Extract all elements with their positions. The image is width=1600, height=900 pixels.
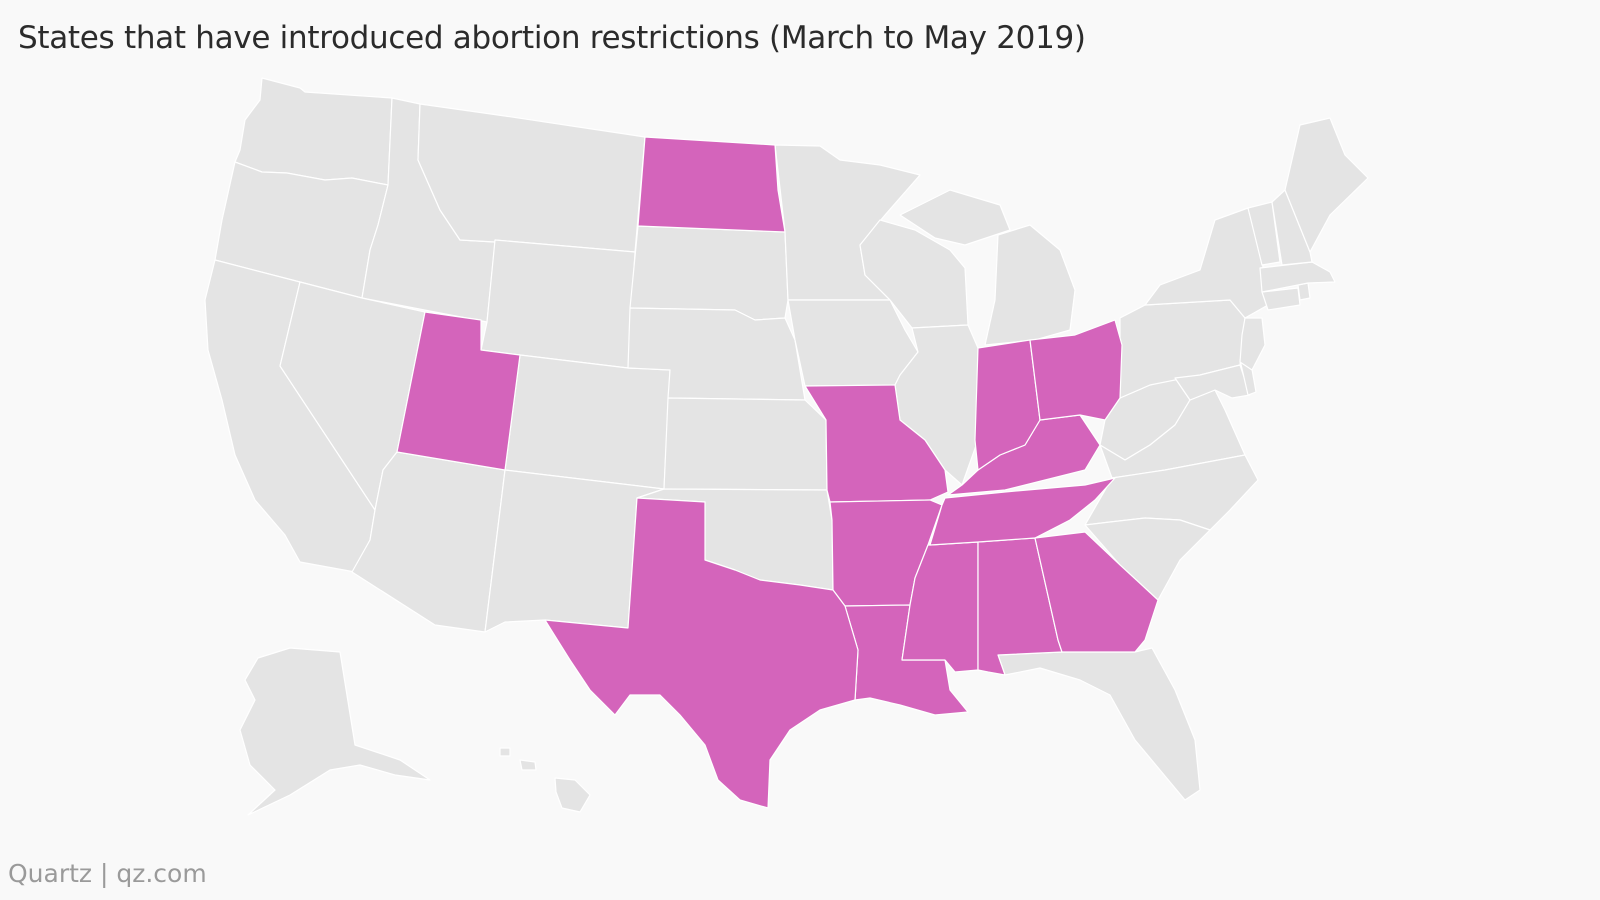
state-new-jersey[interactable] bbox=[1239, 317, 1266, 371]
state-georgia[interactable] bbox=[1034, 531, 1159, 653]
state-wisconsin[interactable] bbox=[859, 219, 969, 329]
state-north-dakota[interactable] bbox=[637, 136, 786, 233]
source-credit: Quartz | qz.com bbox=[8, 859, 207, 888]
state-maryland[interactable] bbox=[1174, 364, 1251, 401]
state-colorado[interactable] bbox=[504, 354, 671, 490]
state-ohio[interactable] bbox=[1029, 319, 1123, 421]
state-new-york[interactable] bbox=[1144, 207, 1269, 319]
state-connecticut[interactable] bbox=[1261, 287, 1301, 311]
state-hawaii[interactable] bbox=[499, 747, 591, 813]
state-washington[interactable] bbox=[234, 77, 393, 186]
state-maine[interactable] bbox=[1284, 117, 1369, 253]
state-michigan[interactable] bbox=[899, 189, 1076, 346]
state-rhode-island[interactable] bbox=[1297, 282, 1311, 301]
state-vermont[interactable] bbox=[1247, 201, 1281, 266]
state-wyoming[interactable] bbox=[480, 239, 636, 369]
state-new-hampshire[interactable] bbox=[1271, 189, 1313, 266]
state-florida[interactable] bbox=[997, 647, 1201, 801]
state-nebraska[interactable] bbox=[627, 307, 806, 401]
state-kansas[interactable] bbox=[663, 397, 828, 491]
state-alaska[interactable] bbox=[239, 647, 431, 816]
state-texas[interactable] bbox=[544, 497, 859, 809]
state-missouri[interactable] bbox=[804, 384, 949, 503]
state-south-dakota[interactable] bbox=[629, 225, 789, 321]
chart-title: States that have introduced abortion res… bbox=[18, 20, 1086, 56]
state-utah[interactable] bbox=[396, 311, 521, 471]
state-iowa[interactable] bbox=[787, 299, 919, 387]
state-tennessee[interactable] bbox=[929, 477, 1116, 546]
